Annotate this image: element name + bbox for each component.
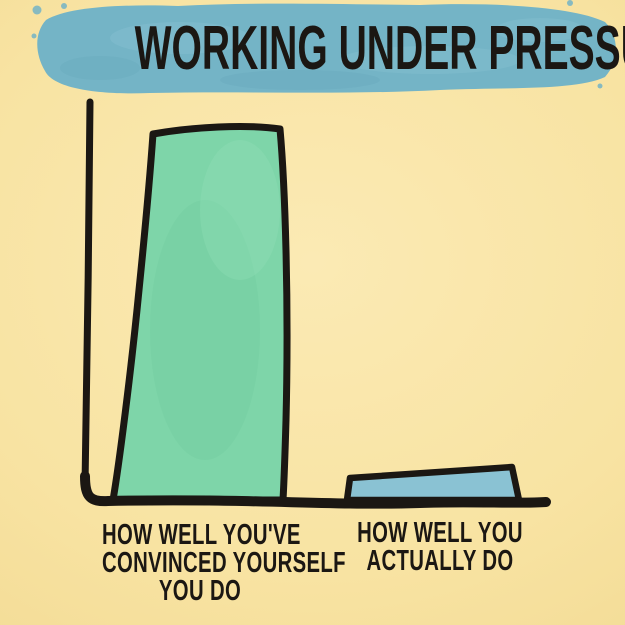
- x-label-line: YOU DO: [158, 575, 242, 607]
- x-axis: [80, 471, 551, 509]
- x-label-convinced-yourself: HOW WELL YOU'VE CONVINCED YOURSELF YOU D…: [102, 519, 346, 607]
- x-label-line: HOW WELL YOU: [357, 517, 523, 549]
- x-label-line: HOW WELL YOU'VE: [102, 519, 301, 551]
- x-label-actually-do: HOW WELL YOU ACTUALLY DO: [347, 517, 533, 577]
- title-highlight-brush: [31, 0, 619, 94]
- x-label-line: CONVINCED YOURSELF: [102, 547, 346, 579]
- bar-convinced-yourself: [109, 123, 291, 504]
- brush-splatter-dots: [31, 0, 619, 89]
- y-axis: [81, 98, 94, 490]
- bar-actually-do: [343, 463, 523, 504]
- x-label-line: ACTUALLY DO: [366, 545, 514, 577]
- chart-title: WORKING UNDER PRESSURE: [134, 14, 625, 83]
